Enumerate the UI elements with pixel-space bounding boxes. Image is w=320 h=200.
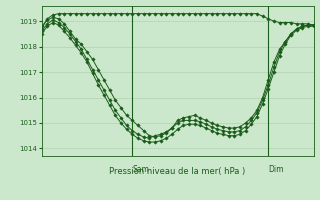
Text: Sam: Sam	[132, 165, 149, 174]
Text: Dim: Dim	[268, 165, 284, 174]
X-axis label: Pression niveau de la mer( hPa ): Pression niveau de la mer( hPa )	[109, 167, 246, 176]
